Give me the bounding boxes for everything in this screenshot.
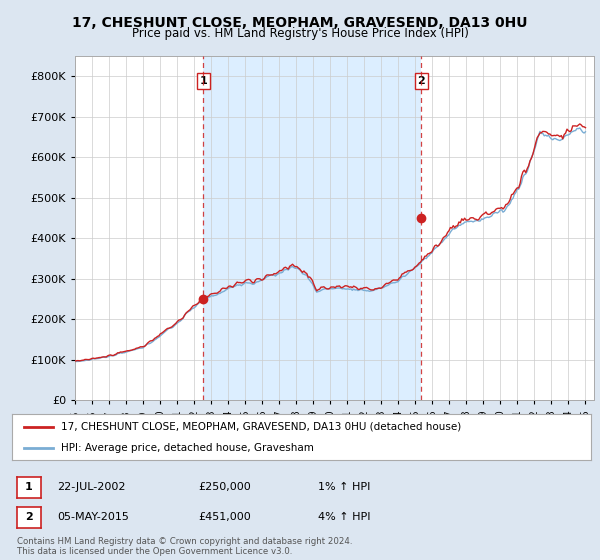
- Text: This data is licensed under the Open Government Licence v3.0.: This data is licensed under the Open Gov…: [17, 547, 292, 556]
- Text: 1% ↑ HPI: 1% ↑ HPI: [318, 482, 370, 492]
- Text: 2: 2: [418, 76, 425, 86]
- Text: 17, CHESHUNT CLOSE, MEOPHAM, GRAVESEND, DA13 0HU (detached house): 17, CHESHUNT CLOSE, MEOPHAM, GRAVESEND, …: [61, 422, 461, 432]
- Text: 1: 1: [25, 482, 32, 492]
- Text: 4% ↑ HPI: 4% ↑ HPI: [318, 512, 371, 522]
- Text: 2: 2: [25, 512, 32, 522]
- Bar: [203, 56, 421, 400]
- Text: HPI: Average price, detached house, Gravesham: HPI: Average price, detached house, Grav…: [61, 443, 314, 453]
- Text: Price paid vs. HM Land Registry's House Price Index (HPI): Price paid vs. HM Land Registry's House …: [131, 27, 469, 40]
- Text: 22-JUL-2002: 22-JUL-2002: [57, 482, 125, 492]
- Text: 05-MAY-2015: 05-MAY-2015: [57, 512, 129, 522]
- Text: £451,000: £451,000: [198, 512, 251, 522]
- Text: 1: 1: [200, 76, 208, 86]
- Text: Contains HM Land Registry data © Crown copyright and database right 2024.: Contains HM Land Registry data © Crown c…: [17, 537, 352, 546]
- Text: £250,000: £250,000: [198, 482, 251, 492]
- Text: 17, CHESHUNT CLOSE, MEOPHAM, GRAVESEND, DA13 0HU: 17, CHESHUNT CLOSE, MEOPHAM, GRAVESEND, …: [72, 16, 528, 30]
